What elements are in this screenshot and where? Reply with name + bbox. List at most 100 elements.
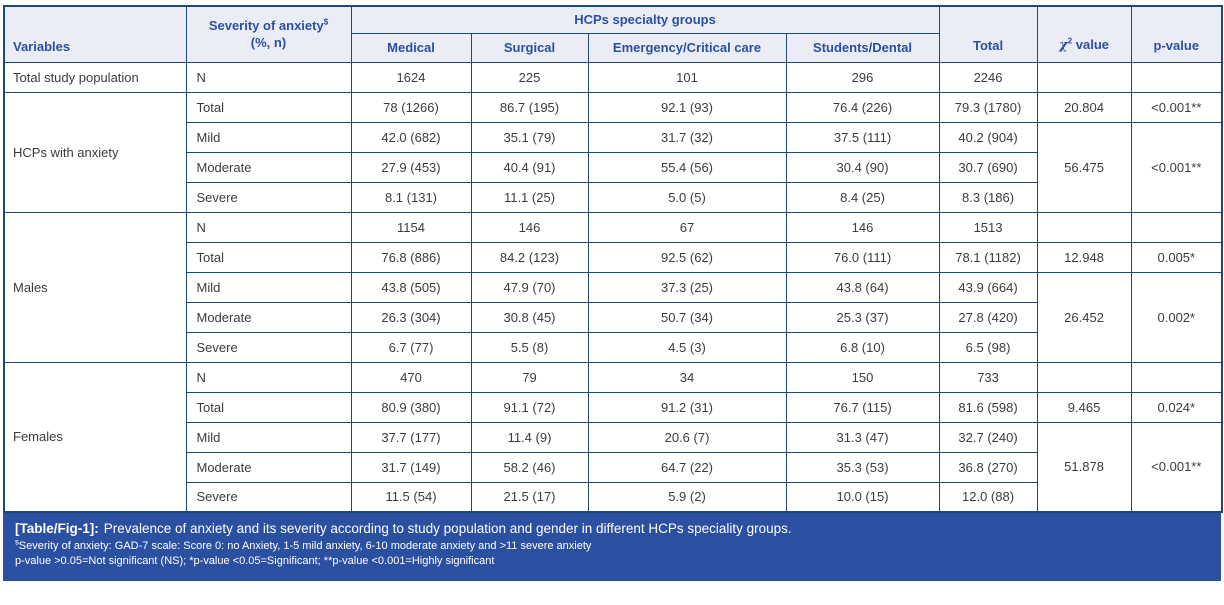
footnote-severity-marker: $ — [15, 538, 19, 546]
variable-cell: Total study population — [3, 61, 187, 93]
severity-cell: Total — [185, 91, 352, 123]
column-header-severity: Severity of anxiety$ (%, n) — [185, 5, 352, 63]
column-header-surgical: Surgical — [470, 32, 589, 63]
table-row: Females N 470 79 34 150 733 — [3, 361, 1223, 513]
value-cell: 43.8 (64) — [785, 271, 940, 303]
value-cell: 37.3 (25) — [587, 271, 787, 303]
value-cell: 79 — [470, 361, 589, 393]
value-cell: 146 — [785, 211, 940, 243]
severity-header-units: (%, n) — [250, 35, 287, 51]
severity-cell: Moderate — [185, 301, 352, 333]
header-row-1: Variables Severity of anxiety$ (%, n) HC… — [3, 5, 1223, 63]
value-cell: 733 — [938, 361, 1038, 393]
column-header-specialty-groups: HCPs specialty groups — [350, 5, 940, 34]
value-cell: 35.3 (53) — [785, 451, 940, 483]
severity-header-label: Severity of anxiety — [208, 17, 324, 33]
severity-cell: Moderate — [185, 151, 352, 183]
value-cell: 79.3 (1780) — [938, 91, 1038, 123]
value-cell: 11.4 (9) — [470, 421, 589, 453]
column-header-total: Total — [938, 5, 1038, 63]
severity-cell: Total — [185, 391, 352, 423]
value-cell: 27.8 (420) — [938, 301, 1038, 333]
p-value-cell: 0.005* — [1130, 241, 1223, 273]
value-cell: 43.8 (505) — [350, 271, 472, 303]
severity-cell: Severe — [185, 181, 352, 213]
chi-symbol: χ — [1059, 37, 1068, 53]
value-cell: 64.7 (22) — [587, 451, 787, 483]
chi-square-cell — [1036, 211, 1132, 243]
chi-square-cell: 51.878 — [1036, 421, 1132, 513]
value-cell: 150 — [785, 361, 940, 393]
value-cell: 47.9 (70) — [470, 271, 589, 303]
table-row: HCPs with anxiety Total 78 (1266) 86.7 (… — [3, 91, 1223, 213]
column-header-p-value: p-value — [1130, 5, 1223, 63]
value-cell: 92.1 (93) — [587, 91, 787, 123]
column-header-emergency: Emergency/Critical care — [587, 32, 787, 63]
value-cell: 5.5 (8) — [470, 331, 589, 363]
chi-square-cell: 12.948 — [1036, 241, 1132, 273]
p-value-cell — [1130, 211, 1223, 243]
value-cell: 37.7 (177) — [350, 421, 472, 453]
column-header-variables: Variables — [3, 5, 187, 63]
value-cell: 55.4 (56) — [587, 151, 787, 183]
value-cell: 40.2 (904) — [938, 121, 1038, 153]
value-cell: 31.7 (149) — [350, 451, 472, 483]
variable-cell: Females — [3, 361, 187, 513]
value-cell: 1154 — [350, 211, 472, 243]
value-cell: 8.1 (131) — [350, 181, 472, 213]
value-cell: 31.3 (47) — [785, 421, 940, 453]
value-cell: 31.7 (32) — [587, 121, 787, 153]
value-cell: 5.9 (2) — [587, 481, 787, 513]
table-figure: Variables Severity of anxiety$ (%, n) HC… — [3, 5, 1224, 581]
value-cell: 470 — [350, 361, 472, 393]
value-cell: 80.9 (380) — [350, 391, 472, 423]
severity-cell: N — [185, 211, 352, 243]
severity-footnote-marker: $ — [323, 17, 329, 27]
variable-cell: HCPs with anxiety — [3, 91, 187, 213]
table-row: Mild 42.0 (682) 35.1 (79) 31.7 (32) 37.5… — [4, 121, 1223, 213]
p-value-cell — [1130, 361, 1223, 393]
value-cell: 78.1 (1182) — [938, 241, 1038, 273]
chi-square-cell: 56.475 — [1036, 121, 1132, 213]
p-value-cell — [1130, 61, 1223, 93]
table-caption-text: Prevalence of anxiety and its severity a… — [103, 521, 792, 536]
chi-square-cell — [1036, 61, 1132, 93]
value-cell: 21.5 (17) — [470, 481, 589, 513]
severity-cell: Severe — [185, 331, 352, 363]
chi-square-cell: 9.465 — [1036, 391, 1132, 423]
value-cell: 27.9 (453) — [350, 151, 472, 183]
value-cell: 146 — [470, 211, 589, 243]
value-cell: 101 — [587, 61, 787, 93]
value-cell: 8.3 (186) — [938, 181, 1038, 213]
table-row: Total 76.8 (886) 84.2 (123) 92.5 (62) 76… — [4, 241, 1223, 273]
severity-cell: Mild — [185, 271, 352, 303]
value-cell: 76.4 (226) — [785, 91, 940, 123]
table-caption-bar: [Table/Fig-1]: Prevalence of anxiety and … — [3, 513, 1221, 581]
severity-cell: Moderate — [185, 451, 352, 483]
value-cell: 78 (1266) — [350, 91, 472, 123]
value-cell: 11.5 (54) — [350, 481, 472, 513]
severity-cell: Mild — [185, 121, 352, 153]
value-cell: 6.5 (98) — [938, 331, 1038, 363]
value-cell: 6.7 (77) — [350, 331, 472, 363]
value-cell: 35.1 (79) — [470, 121, 589, 153]
table-row: Moderate 31.7 (149) 58.2 (46) 64.7 (22) … — [4, 451, 1222, 483]
severity-cell: N — [185, 61, 352, 93]
value-cell: 91.1 (72) — [470, 391, 589, 423]
value-cell: 34 — [587, 361, 787, 393]
value-cell: 40.4 (91) — [470, 151, 589, 183]
value-cell: 76.0 (111) — [785, 241, 940, 273]
severity-cell: N — [185, 361, 352, 393]
p-value-cell: <0.001** — [1130, 91, 1223, 123]
severity-cell: Mild — [185, 421, 352, 453]
value-cell: 76.8 (886) — [350, 241, 472, 273]
value-cell: 20.6 (7) — [587, 421, 787, 453]
value-cell: 58.2 (46) — [470, 451, 589, 483]
chi-square-cell: 26.452 — [1036, 271, 1132, 363]
value-cell: 86.7 (195) — [470, 91, 589, 123]
value-cell: 30.8 (45) — [470, 301, 589, 333]
footnote-pvalue: p-value >0.05=Not significant (NS); *p-v… — [15, 555, 495, 568]
column-header-chi-square: χ2 value — [1036, 5, 1132, 63]
value-cell: 296 — [785, 61, 940, 93]
severity-cell: Severe — [185, 481, 352, 513]
